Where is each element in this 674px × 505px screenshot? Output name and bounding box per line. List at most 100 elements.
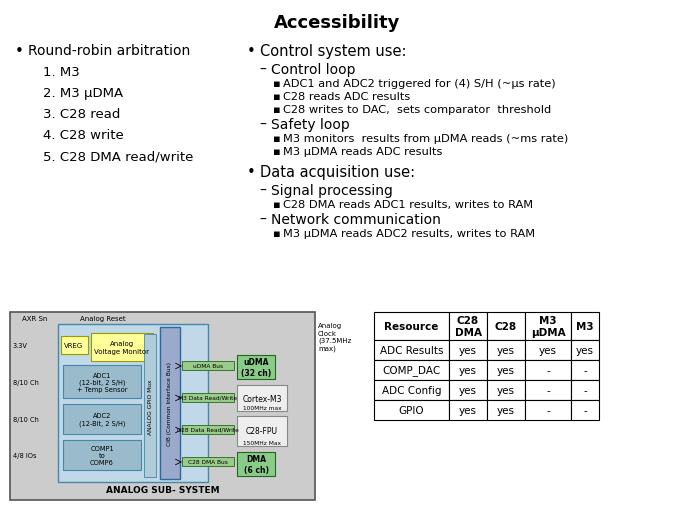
Bar	[237, 385, 287, 411]
Bar	[374, 360, 449, 380]
Bar	[487, 313, 525, 340]
Text: 3.3V: 3.3V	[13, 342, 28, 348]
Text: M3 μDMA reads ADC2 results, writes to RAM: M3 μDMA reads ADC2 results, writes to RA…	[283, 229, 535, 238]
Text: ANALOG SUB- SYSTEM: ANALOG SUB- SYSTEM	[106, 485, 219, 494]
Text: M3 μDMA reads ADC results: M3 μDMA reads ADC results	[283, 147, 442, 157]
Bar	[61, 336, 88, 355]
Text: C28 reads ADC results: C28 reads ADC results	[283, 92, 410, 102]
Text: ▪: ▪	[273, 105, 281, 115]
Bar	[182, 457, 234, 466]
Text: -: -	[546, 365, 550, 375]
Bar	[487, 340, 525, 360]
Bar	[449, 360, 487, 380]
Text: uDMA
(32 ch): uDMA (32 ch)	[241, 358, 271, 377]
Text: C28 writes to DAC,  sets comparator  threshold: C28 writes to DAC, sets comparator thres…	[283, 105, 551, 115]
Bar	[525, 340, 571, 360]
Text: Control system use:: Control system use:	[260, 44, 406, 59]
Text: DMA
(6 ch): DMA (6 ch)	[243, 454, 268, 474]
Text: yes: yes	[497, 365, 515, 375]
Text: M3: M3	[576, 321, 594, 331]
Text: Signal processing: Signal processing	[271, 184, 393, 197]
Text: Round-robin arbitration: Round-robin arbitration	[28, 44, 190, 58]
Text: Cortex-M3: Cortex-M3	[242, 395, 282, 403]
Bar	[237, 416, 287, 446]
Text: yes: yes	[539, 345, 557, 356]
Bar	[237, 356, 275, 379]
Text: 3. C28 read: 3. C28 read	[43, 108, 121, 121]
Text: –: –	[259, 118, 266, 132]
Text: ADC Results: ADC Results	[379, 345, 443, 356]
Text: ADC Config: ADC Config	[381, 385, 441, 395]
Text: C28 Data Read/Write: C28 Data Read/Write	[177, 427, 239, 432]
Bar	[10, 313, 315, 500]
Text: 4/8 IOs: 4/8 IOs	[13, 452, 36, 458]
Text: COMP_DAC: COMP_DAC	[382, 365, 441, 376]
Text: -: -	[546, 385, 550, 395]
Text: Accessibility: Accessibility	[274, 14, 400, 32]
Bar	[571, 313, 599, 340]
Text: Control loop: Control loop	[271, 63, 355, 77]
Text: ADC2
(12-Bit, 2 S/H): ADC2 (12-Bit, 2 S/H)	[79, 413, 125, 426]
Text: C28 DMA reads ADC1 results, writes to RAM: C28 DMA reads ADC1 results, writes to RA…	[283, 199, 533, 210]
Text: ▪: ▪	[273, 199, 281, 210]
Bar	[571, 360, 599, 380]
Bar	[63, 365, 141, 398]
Text: ▪: ▪	[273, 79, 281, 89]
Bar	[525, 400, 571, 420]
Text: C28-FPU: C28-FPU	[246, 427, 278, 436]
Text: yes: yes	[459, 365, 477, 375]
Text: yes: yes	[497, 345, 515, 356]
Text: •: •	[15, 44, 24, 59]
Bar	[487, 400, 525, 420]
Text: ADC1 and ADC2 triggered for (4) S/H (~μs rate): ADC1 and ADC2 triggered for (4) S/H (~μs…	[283, 79, 555, 89]
Bar	[374, 313, 449, 340]
Text: 100MHz max: 100MHz max	[243, 405, 281, 410]
Bar	[91, 333, 153, 361]
Bar	[449, 400, 487, 420]
Text: Safety loop: Safety loop	[271, 118, 350, 132]
Text: -: -	[583, 385, 587, 395]
Text: 1. M3: 1. M3	[43, 66, 80, 79]
Text: –: –	[259, 184, 266, 197]
Text: Resource: Resource	[384, 321, 439, 331]
Bar	[374, 380, 449, 400]
Text: COMP1
to
COMP6: COMP1 to COMP6	[90, 445, 114, 465]
Text: 2. M3 μDMA: 2. M3 μDMA	[43, 87, 123, 100]
Bar	[525, 313, 571, 340]
Text: -: -	[583, 365, 587, 375]
Text: Data acquisition use:: Data acquisition use:	[260, 165, 415, 180]
Text: GPIO: GPIO	[399, 405, 425, 415]
Text: Analog Reset: Analog Reset	[80, 316, 125, 321]
Text: –: –	[259, 63, 266, 77]
Bar	[63, 404, 141, 434]
Bar	[571, 340, 599, 360]
Text: 5. C28 DMA read/write: 5. C28 DMA read/write	[43, 149, 193, 163]
Text: AXR Sn: AXR Sn	[22, 316, 47, 321]
Text: ANALOG GPIO Mux: ANALOG GPIO Mux	[148, 379, 152, 434]
Bar	[525, 380, 571, 400]
Bar	[182, 361, 234, 370]
Text: CIB (Common Interface Bus): CIB (Common Interface Bus)	[168, 361, 173, 445]
Bar	[237, 452, 275, 476]
Bar	[449, 380, 487, 400]
Bar	[487, 360, 525, 380]
Text: Analog
Clock
(37.5MHz
max): Analog Clock (37.5MHz max)	[318, 322, 351, 352]
Text: C28: C28	[495, 321, 517, 331]
Text: yes: yes	[459, 405, 477, 415]
Text: yes: yes	[459, 345, 477, 356]
Text: –: –	[259, 213, 266, 227]
Text: •: •	[247, 165, 255, 180]
Text: VREG: VREG	[65, 342, 84, 348]
Bar	[525, 360, 571, 380]
Text: yes: yes	[497, 405, 515, 415]
Text: ▪: ▪	[273, 92, 281, 102]
Text: -: -	[546, 405, 550, 415]
Bar	[63, 440, 141, 470]
Text: ▪: ▪	[273, 147, 281, 157]
Text: 8/10 Ch: 8/10 Ch	[13, 379, 39, 385]
Text: C28 DMA Bus: C28 DMA Bus	[188, 459, 228, 464]
Bar	[160, 327, 180, 479]
Bar	[571, 400, 599, 420]
Bar	[58, 324, 208, 482]
Text: ADC1
(12-bit, 2 S/H)
+ Temp Sensor: ADC1 (12-bit, 2 S/H) + Temp Sensor	[77, 372, 127, 392]
